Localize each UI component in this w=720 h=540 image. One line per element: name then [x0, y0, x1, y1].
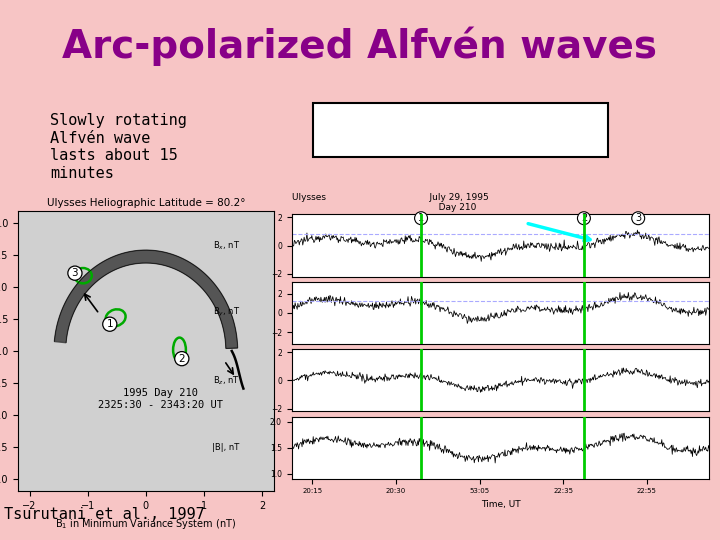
X-axis label: B$_1$ in Minimum Variance System (nT): B$_1$ in Minimum Variance System (nT) [55, 517, 236, 531]
Text: Rotational discontinuity
RD lasts only 3 minutes: Rotational discontinuity RD lasts only 3… [365, 116, 557, 144]
Y-axis label: B$_z$, nT: B$_z$, nT [213, 374, 240, 387]
Y-axis label: B$_x$, nT: B$_x$, nT [212, 239, 240, 252]
Text: 3: 3 [71, 268, 78, 278]
Polygon shape [55, 250, 238, 348]
Text: Ulysses                                    July 29, 1995
                       : Ulysses July 29, 1995 [292, 193, 488, 212]
Text: 2: 2 [179, 354, 185, 363]
Text: 1: 1 [418, 213, 424, 223]
Text: 1: 1 [107, 319, 113, 329]
X-axis label: Time, UT: Time, UT [480, 500, 521, 509]
Y-axis label: |B|, nT: |B|, nT [212, 443, 239, 452]
Text: 1995 Day 210
2325:30 - 2343:20 UT: 1995 Day 210 2325:30 - 2343:20 UT [98, 388, 222, 410]
Text: Slowly rotating
Alfvén wave
lasts about 15
minutes: Slowly rotating Alfvén wave lasts about … [50, 113, 187, 180]
Text: Tsurutani et al., 1997: Tsurutani et al., 1997 [4, 507, 204, 522]
Text: 2: 2 [581, 213, 587, 223]
Text: Arc-polarized Alfvén waves: Arc-polarized Alfvén waves [63, 27, 657, 66]
Y-axis label: B$_y$, nT: B$_y$, nT [212, 306, 240, 320]
Text: 3: 3 [635, 213, 642, 223]
FancyBboxPatch shape [313, 103, 608, 157]
Title: Ulysses Heliographic Latitude = 80.2°: Ulysses Heliographic Latitude = 80.2° [47, 198, 245, 208]
